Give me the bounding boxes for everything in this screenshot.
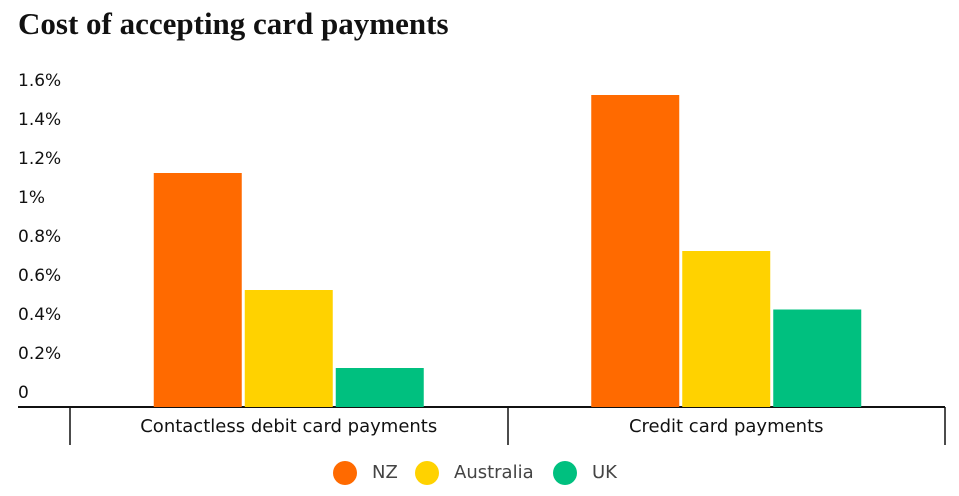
y-tick-label: 1.4% xyxy=(18,110,61,130)
bar xyxy=(244,290,333,407)
y-tick-label: 0.4% xyxy=(18,305,61,325)
bar xyxy=(682,251,771,407)
bar xyxy=(153,173,242,407)
bar xyxy=(335,368,424,407)
y-tick-label: 1.6% xyxy=(18,71,61,91)
legend-swatch xyxy=(333,461,357,485)
y-tick-label: 0.6% xyxy=(18,266,61,286)
y-tick-label: 1% xyxy=(18,188,45,208)
x-tick-label: Credit card payments xyxy=(629,416,824,437)
x-tick-label: Contactless debit card payments xyxy=(140,416,437,437)
legend-label: UK xyxy=(592,462,618,483)
y-tick-label: 0 xyxy=(18,383,29,403)
legend-swatch xyxy=(415,461,439,485)
legend-swatch xyxy=(553,461,577,485)
legend-label: Australia xyxy=(454,462,534,483)
chart-title: Cost of accepting card payments xyxy=(18,6,449,41)
legend-label: NZ xyxy=(372,462,398,483)
y-tick-label: 0.8% xyxy=(18,227,61,247)
y-tick-label: 0.2% xyxy=(18,344,61,364)
bar xyxy=(773,309,862,407)
y-tick-label: 1.2% xyxy=(18,149,61,169)
bar xyxy=(591,95,680,407)
